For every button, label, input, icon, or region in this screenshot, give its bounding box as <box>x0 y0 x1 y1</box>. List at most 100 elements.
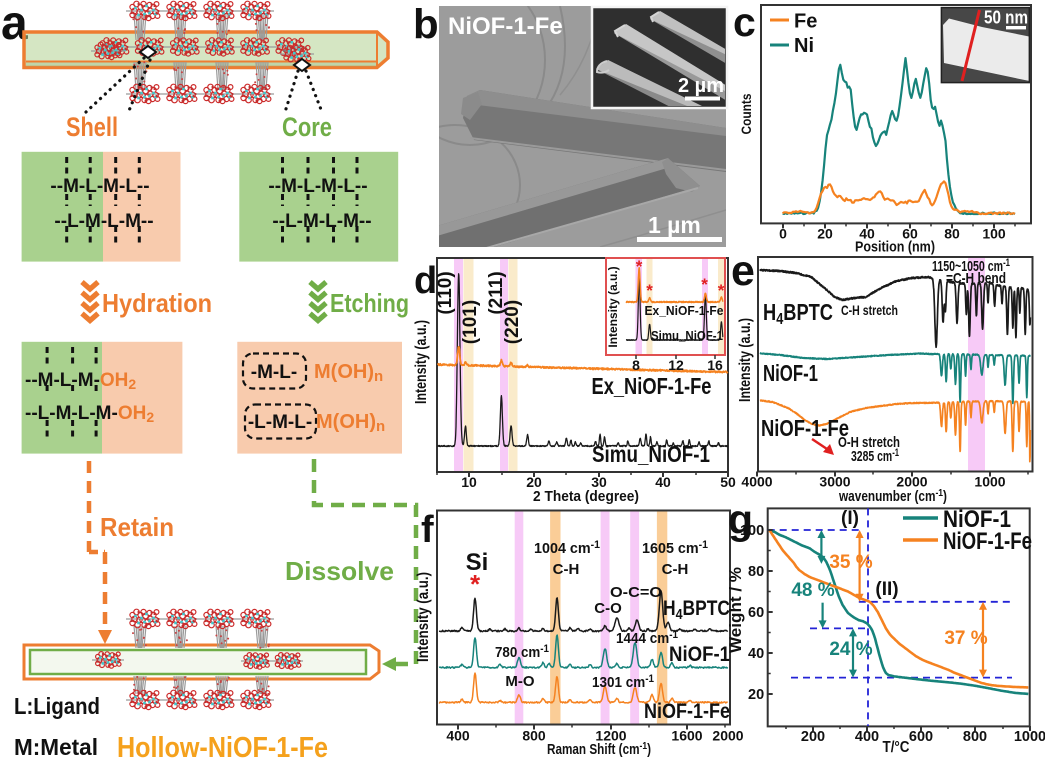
svg-text:60: 60 <box>902 226 918 242</box>
svg-text:*: * <box>636 257 643 276</box>
svg-text:50: 50 <box>720 474 736 490</box>
svg-text:600: 600 <box>909 729 933 745</box>
svg-text:40: 40 <box>859 226 875 242</box>
svg-text:--L-M-L-M--: --L-M-L-M-- <box>54 211 153 232</box>
svg-text:NiOF-1-Fe: NiOF-1-Fe <box>761 415 849 441</box>
svg-text:1301 cm-1: 1301 cm-1 <box>592 673 654 691</box>
svg-text:20: 20 <box>526 474 542 490</box>
svg-text:Simu_NiOF-1: Simu_NiOF-1 <box>651 328 723 343</box>
svg-text:*: * <box>701 275 708 294</box>
svg-text:Etching: Etching <box>330 288 409 318</box>
svg-text:0: 0 <box>779 226 787 242</box>
svg-text:60: 60 <box>748 605 764 621</box>
svg-text:40: 40 <box>655 474 671 490</box>
svg-text:Position (nm): Position (nm) <box>855 240 935 256</box>
svg-text:Counts: Counts <box>738 93 754 134</box>
svg-text:--M-L-M-OH2: --M-L-M-OH2 <box>25 370 136 392</box>
svg-text:=C-H bend: =C-H bend <box>946 270 1006 287</box>
svg-text:100: 100 <box>982 226 1006 242</box>
svg-text:NiOF-1: NiOF-1 <box>763 360 818 386</box>
svg-text:1200: 1200 <box>595 728 626 744</box>
svg-text:1004 cm-1: 1004 cm-1 <box>534 539 600 557</box>
svg-text:2 Theta (degree): 2 Theta (degree) <box>533 489 639 505</box>
svg-text:10: 10 <box>461 474 477 490</box>
svg-text:80: 80 <box>748 564 764 580</box>
svg-text:d: d <box>414 260 437 302</box>
svg-text:50 nm: 50 nm <box>984 8 1028 28</box>
svg-text:20: 20 <box>748 687 764 703</box>
svg-text:e: e <box>731 247 755 295</box>
svg-text:80: 80 <box>944 226 960 242</box>
svg-text:800: 800 <box>963 729 987 745</box>
svg-text:--M-L-M-L--: --M-L-M-L-- <box>50 176 149 197</box>
svg-text:NiOF-1: NiOF-1 <box>943 506 1011 533</box>
svg-text:Intensity (a.u.): Intensity (a.u.) <box>415 572 432 662</box>
svg-text:1150~1050 cm-1: 1150~1050 cm-1 <box>932 257 1010 275</box>
svg-text:b: b <box>413 1 439 48</box>
svg-text:T/°C: T/°C <box>883 739 910 756</box>
svg-text:Retain: Retain <box>100 512 174 542</box>
svg-text:(101): (101) <box>460 300 481 344</box>
svg-text:Ex_NiOF-1-Fe: Ex_NiOF-1-Fe <box>645 303 724 318</box>
svg-text:C-O: C-O <box>594 600 622 617</box>
svg-text:Intensity (a.u.): Intensity (a.u.) <box>413 320 430 404</box>
svg-text:400: 400 <box>855 729 879 745</box>
svg-text:8: 8 <box>632 357 640 373</box>
svg-text:-M-L-: -M-L- <box>251 362 297 383</box>
svg-text:M:Metal: M:Metal <box>14 734 98 760</box>
svg-text:Ex_NiOF-1-Fe: Ex_NiOF-1-Fe <box>592 373 712 399</box>
svg-text:M(OH)n: M(OH)n <box>314 361 383 385</box>
svg-text:400: 400 <box>446 728 470 744</box>
svg-text:780 cm-1: 780 cm-1 <box>495 643 549 661</box>
svg-text:--L-M-L-M--: --L-M-L-M-- <box>272 211 371 232</box>
svg-text:(110): (110) <box>435 271 456 314</box>
svg-text:O-C=O: O-C=O <box>610 584 662 601</box>
svg-text:NiOF-1-Fe: NiOF-1-Fe <box>644 700 730 723</box>
svg-text:30: 30 <box>591 474 607 490</box>
svg-text:2000: 2000 <box>712 728 743 744</box>
svg-text:Ni: Ni <box>794 35 814 57</box>
svg-text:1605 cm-1: 1605 cm-1 <box>642 539 708 557</box>
svg-text:40: 40 <box>748 646 764 662</box>
svg-text:Fe: Fe <box>794 11 817 33</box>
svg-text:1000: 1000 <box>974 474 1005 490</box>
svg-text:16: 16 <box>707 357 723 373</box>
svg-text:1000: 1000 <box>1014 729 1045 745</box>
svg-text:2 µm: 2 µm <box>678 75 724 97</box>
svg-text:1 µm: 1 µm <box>648 212 701 238</box>
svg-text:3000: 3000 <box>819 474 850 490</box>
svg-text:1600: 1600 <box>671 728 702 744</box>
svg-text:g: g <box>728 497 753 543</box>
svg-text:Hydration: Hydration <box>102 288 212 318</box>
svg-text:Si: Si <box>466 549 489 576</box>
svg-text:*: * <box>646 281 653 300</box>
svg-text:f: f <box>421 509 434 551</box>
svg-text:Core: Core <box>282 112 332 142</box>
svg-text:NiOF-1: NiOF-1 <box>669 643 730 666</box>
svg-text:(I): (I) <box>841 508 859 529</box>
svg-text:M-O: M-O <box>505 673 534 690</box>
svg-text:H4BPTC: H4BPTC <box>663 597 730 623</box>
svg-text:Shell: Shell <box>66 112 118 142</box>
svg-text:12: 12 <box>668 357 684 373</box>
svg-text:O-H stretch: O-H stretch <box>838 434 900 451</box>
svg-text:C-H stretch: C-H stretch <box>841 302 898 318</box>
svg-text:NiOF-1-Fe: NiOF-1-Fe <box>448 13 563 40</box>
svg-text:--M-L-M-L--: --M-L-M-L-- <box>268 176 367 197</box>
svg-text:48 %: 48 % <box>791 580 834 601</box>
svg-text:3285 cm-1: 3285 cm-1 <box>851 447 899 465</box>
svg-text:--L-M-L-M-OH2: --L-M-L-M-OH2 <box>25 403 154 425</box>
svg-text:(211): (211) <box>486 271 507 314</box>
svg-text:H4BPTC: H4BPTC <box>763 299 833 328</box>
svg-text:24 %: 24 % <box>829 639 872 660</box>
svg-text:*: * <box>470 569 481 599</box>
svg-text:2000: 2000 <box>896 474 927 490</box>
svg-text:C-H: C-H <box>553 561 580 578</box>
svg-text:100: 100 <box>740 523 764 539</box>
svg-text:(II): (II) <box>875 579 898 600</box>
svg-text:Intensity (a.u.): Intensity (a.u.) <box>606 266 620 347</box>
svg-text:-L-M-L-: -L-M-L- <box>248 412 312 433</box>
svg-text:wavenumber (cm-1): wavenumber (cm-1) <box>838 487 947 505</box>
svg-text:800: 800 <box>522 728 546 744</box>
svg-text:37 %: 37 % <box>944 628 987 649</box>
